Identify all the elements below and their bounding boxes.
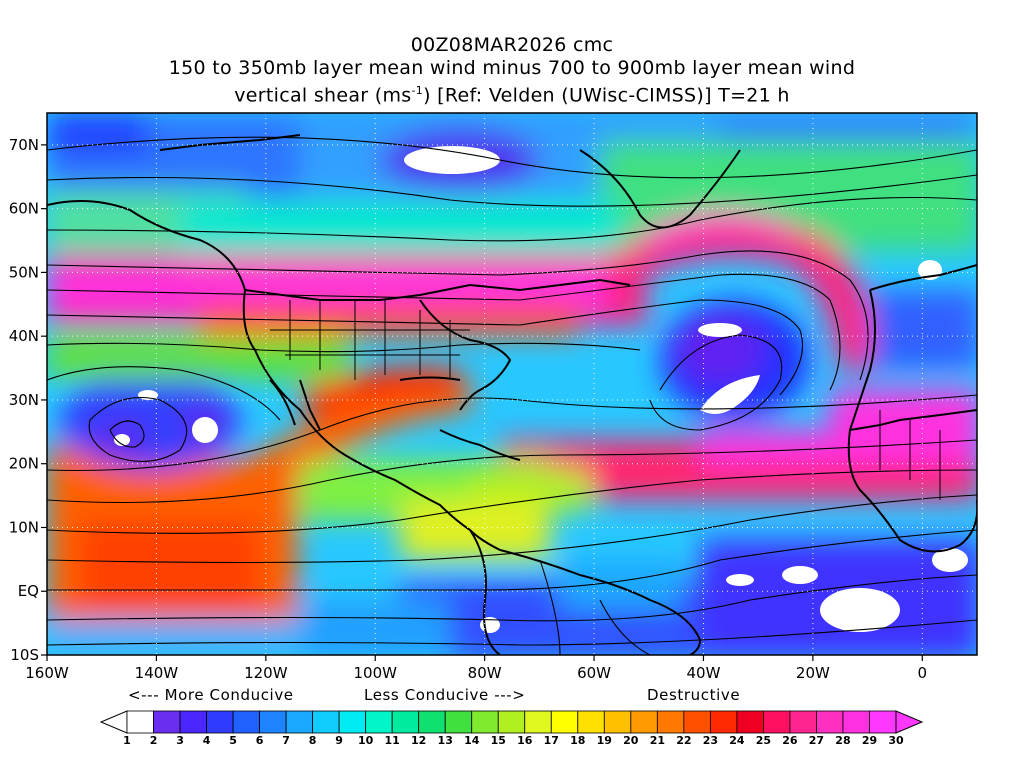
lat-tick-label: 30N — [9, 391, 39, 409]
colorbar-arrow-right — [895, 710, 924, 734]
lon-tick-label: 120W — [244, 664, 288, 682]
colorbar-label: 8 — [309, 734, 317, 747]
lat-lon-grid — [47, 113, 977, 655]
colorbar-swatch — [179, 710, 207, 734]
destructive-label: Destructive — [647, 686, 741, 704]
colorbar-swatch — [656, 710, 685, 734]
colorbar-swatch — [285, 710, 314, 734]
colorbar-swatch — [497, 710, 526, 734]
state-borders — [270, 300, 941, 500]
colorbar-swatch — [709, 710, 738, 734]
lat-tick-label: 40N — [9, 327, 39, 345]
colorbar-swatch — [842, 710, 870, 734]
colorbar-label: 18 — [570, 734, 585, 747]
lon-tick-label: 60W — [577, 664, 611, 682]
colorbar-swatch — [736, 710, 764, 734]
colorbar-label: 9 — [335, 734, 343, 747]
streamlines — [47, 136, 977, 655]
colorbar-label: 1 — [123, 734, 131, 747]
title-date-model: 00Z08MAR2026 cmc — [410, 34, 614, 56]
title-description: 150 to 350mb layer mean wind minus 700 t… — [168, 57, 856, 79]
colorbar-label: 7 — [282, 734, 290, 747]
lon-tick-label: 100W — [354, 664, 398, 682]
colorbar-swatch — [126, 710, 154, 734]
colorbar-swatch — [418, 710, 446, 734]
colorbar-swatch — [365, 710, 393, 734]
colorbar-label: 4 — [203, 734, 211, 747]
colorbar-swatch — [232, 710, 260, 734]
lat-tick-label: EQ — [18, 582, 39, 600]
lat-tick-label: 70N — [9, 136, 39, 154]
colorbar-swatch — [603, 710, 632, 734]
colorbar-swatch — [338, 710, 367, 734]
colorbar-label: 19 — [597, 734, 612, 747]
colorbar: 1 2 3 4 5 6 7 8 9 10 11 12 13 14 15 16 17 18 19 20 21 22 23 24 2… — [99, 710, 924, 747]
lat-tick-label: 60N — [9, 200, 39, 218]
colorbar-label: 23 — [703, 734, 718, 747]
colorbar-label: 20 — [623, 734, 639, 747]
lat-tick-label: 10S — [10, 646, 39, 664]
colorbar-label: 12 — [411, 734, 426, 747]
latitude-axis: 70N 60N 50N 40N 30N 20N 10N EQ 10S — [9, 136, 47, 664]
colorbar-label: 3 — [176, 734, 184, 747]
colorbar-label: 25 — [756, 734, 771, 747]
lat-tick-label: 50N — [9, 263, 39, 281]
colorbar-swatch — [630, 710, 658, 734]
colorbar-label: 2 — [150, 734, 158, 747]
colorbar-label: 14 — [464, 734, 480, 747]
lon-tick-label: 160W — [25, 664, 69, 682]
colorbar-swatch — [524, 710, 552, 734]
colorbar-swatch — [683, 710, 711, 734]
colorbar-swatch — [577, 710, 605, 734]
colorbar-label: 6 — [256, 734, 264, 747]
lat-tick-label: 10N — [9, 518, 39, 536]
lon-tick-label: 20W — [796, 664, 830, 682]
shear-field — [47, 113, 977, 655]
colorbar-label: 28 — [835, 734, 850, 747]
title-units-reference: vertical shear (ms-1) [Ref: Velden (UWis… — [234, 84, 790, 107]
colorbar-swatch — [550, 710, 579, 734]
colorbar-label: 30 — [888, 734, 904, 747]
colorbar-swatch — [869, 710, 897, 734]
colorbar-swatch — [789, 710, 817, 734]
colorbar-label: 16 — [517, 734, 533, 747]
colorbar-label: 10 — [358, 734, 374, 747]
coastlines — [47, 134, 977, 655]
longitude-axis: 160W 140W 120W 100W 80W 60W 40W 20W 0 — [25, 655, 927, 682]
lon-tick-label: 40W — [687, 664, 721, 682]
colorbar-label: 22 — [676, 734, 691, 747]
colorbar-swatch — [471, 710, 499, 734]
colorbar-swatch — [444, 710, 473, 734]
lon-tick-label: 0 — [918, 664, 928, 682]
colorbar-swatch — [312, 710, 340, 734]
less-conducive-label: Less Conducive ---> — [364, 686, 526, 704]
more-conducive-label: <--- More Conducive — [128, 686, 294, 704]
colorbar-label: 21 — [650, 734, 665, 747]
colorbar-label: 17 — [544, 734, 559, 747]
colorbar-swatch — [816, 710, 844, 734]
colorbar-label: 11 — [385, 734, 400, 747]
lon-tick-label: 80W — [468, 664, 502, 682]
colorbar-label: 26 — [782, 734, 798, 747]
colorbar-label: 29 — [862, 734, 877, 747]
colorbar-swatch — [763, 710, 791, 734]
colorbar-label: 24 — [729, 734, 745, 747]
map-frame — [46, 112, 978, 656]
colorbar-swatch — [391, 710, 420, 734]
lat-tick-label: 20N — [9, 455, 39, 473]
colorbar-swatch — [206, 710, 234, 734]
colorbar-label: 13 — [438, 734, 453, 747]
white-low-shear-patches — [114, 146, 968, 633]
colorbar-swatch — [259, 710, 287, 734]
colorbar-label: 5 — [229, 734, 237, 747]
colorbar-label: 15 — [491, 734, 506, 747]
colorbar-label: 27 — [809, 734, 824, 747]
colorbar-arrow-left — [99, 710, 128, 734]
lon-tick-label: 140W — [135, 664, 179, 682]
colorbar-swatch — [153, 710, 181, 734]
